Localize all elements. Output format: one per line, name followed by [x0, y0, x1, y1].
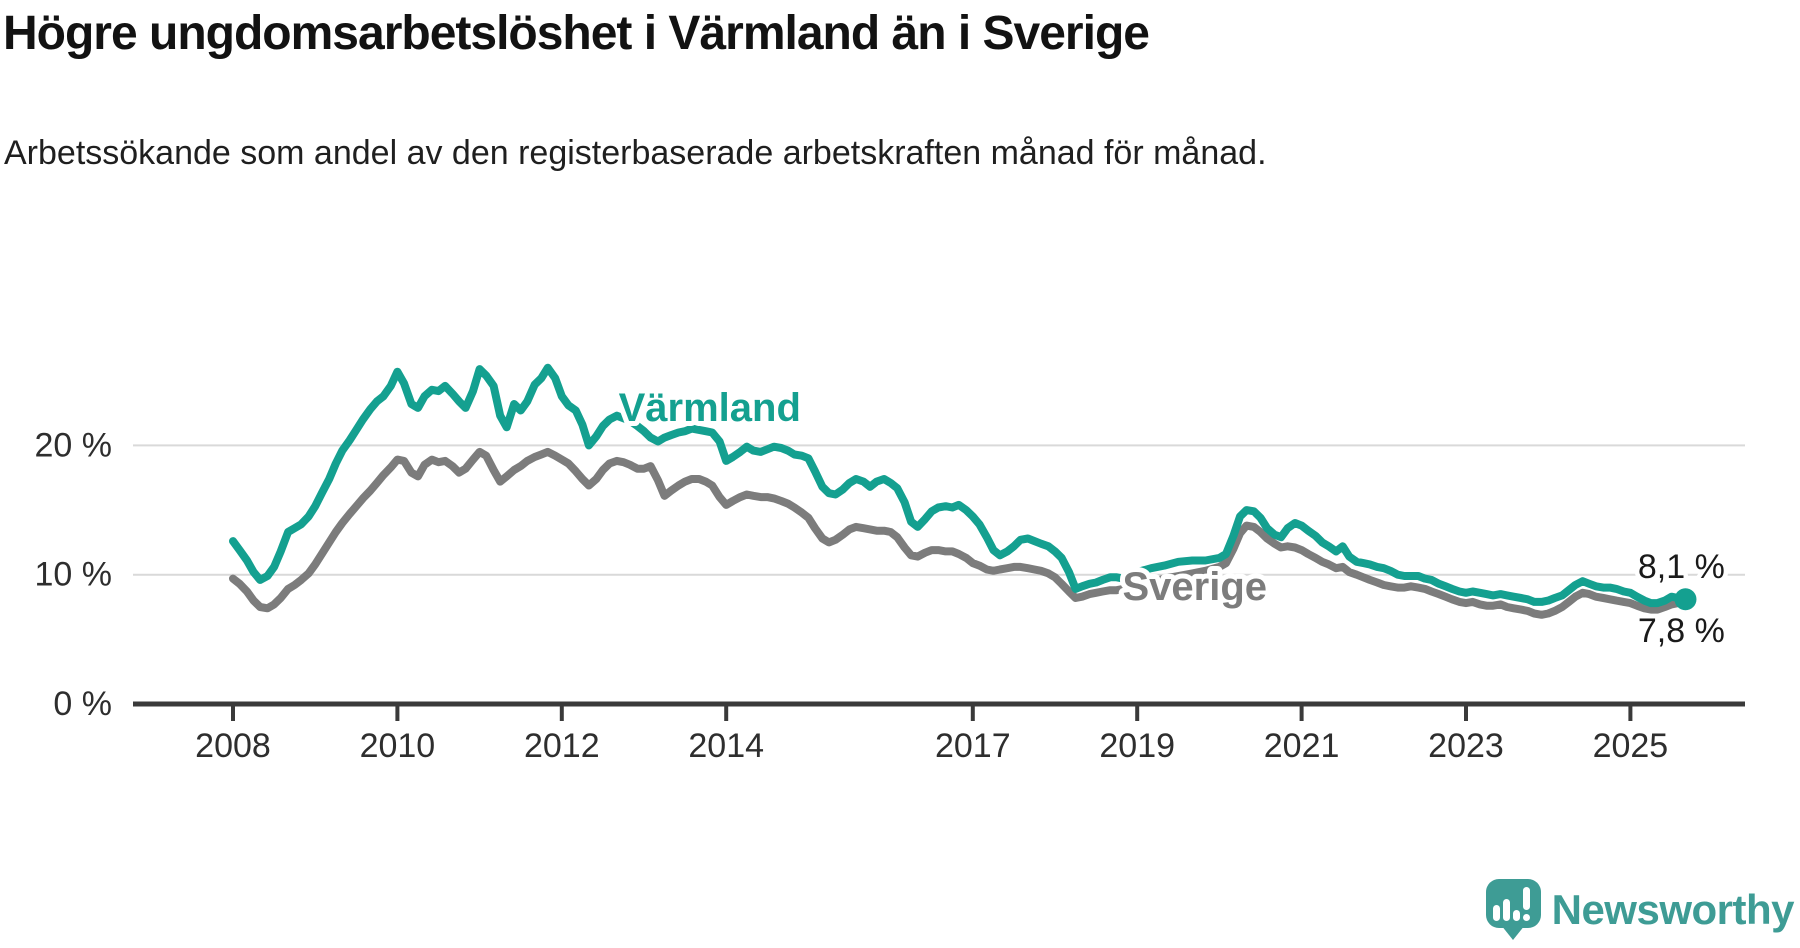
- series-end-dot-vrmland: [1674, 588, 1697, 611]
- x-axis-tick-label: 2019: [1099, 727, 1175, 765]
- annotations: Sverige 7,8 % Värmland 8,1 %: [614, 381, 1730, 655]
- newsworthy-logo: Newsworthy: [1485, 878, 1795, 941]
- x-axis-tick-label: 2025: [1593, 727, 1669, 765]
- x-axis-tick-label: 2021: [1264, 727, 1340, 765]
- page-title: Högre ungdomsarbetslöshet i Värmland än …: [3, 7, 1150, 60]
- series-line-vrmland: [229, 363, 1690, 608]
- x-axis-tick-label: 2014: [688, 727, 764, 765]
- end-value-label-sverige: 7,8 %: [1638, 612, 1725, 650]
- newsworthy-logo-icon: [1485, 879, 1541, 940]
- x-axis-tick-label: 2023: [1428, 727, 1504, 765]
- gridlines: [133, 444, 1745, 576]
- axes: 0 % 10 % 20 % 2008 2010 2012 2014 2017 2019 2021 2…: [35, 426, 1745, 765]
- y-axis-tick-label: 20 %: [35, 426, 113, 464]
- end-value-label-vrmland: 8,1 %: [1638, 548, 1725, 586]
- x-axis-tick-label: 2017: [935, 727, 1011, 765]
- series-line-sverige: [229, 447, 1690, 619]
- series-lines: [229, 363, 1697, 619]
- x-axis-tick-label: 2012: [524, 727, 600, 765]
- page-subtitle: Arbetssökande som andel av den registerb…: [4, 134, 1267, 172]
- y-axis-tick-label: 10 %: [35, 556, 113, 594]
- series-label-sverige: Sverige: [1122, 565, 1267, 609]
- x-axis-tick-label: 2010: [360, 727, 436, 765]
- y-axis-tick-label: 0 %: [53, 685, 112, 723]
- newsworthy-logo-text: Newsworthy: [1551, 885, 1795, 933]
- x-axis-tick-label: 2008: [195, 727, 271, 765]
- series-label-vrmland: Värmland: [619, 386, 801, 430]
